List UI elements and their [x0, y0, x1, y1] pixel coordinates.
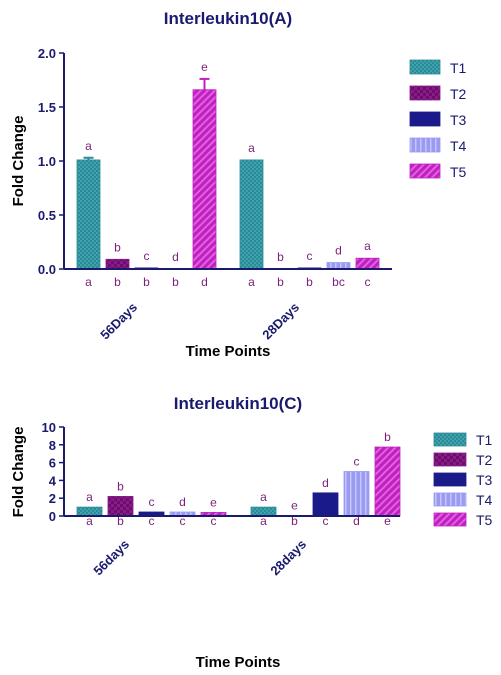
- x-category-label: 28days: [267, 537, 309, 579]
- significance-letter-bottom: c: [323, 514, 329, 528]
- y-tick-label: 1.5: [38, 100, 56, 115]
- significance-letter-bottom: b: [291, 514, 298, 528]
- significance-letter-bottom: c: [149, 514, 155, 528]
- y-tick-label: 2.0: [38, 46, 56, 61]
- y-tick-label: 0.5: [38, 208, 56, 223]
- legend-label-t2: T2: [450, 86, 467, 102]
- significance-letter-bottom: a: [260, 514, 267, 528]
- significance-letter-bottom: d: [353, 514, 360, 528]
- significance-letter-top: c: [144, 249, 150, 263]
- legend-label-t4: T4: [476, 492, 493, 508]
- significance-letter-top: b: [384, 430, 391, 444]
- significance-letter-top: a: [248, 141, 255, 155]
- significance-letter-top: e: [210, 495, 217, 509]
- legend-label-t1: T1: [450, 60, 467, 76]
- significance-letter-top: d: [179, 495, 186, 509]
- legend-swatch-t1: [409, 59, 441, 75]
- chart-interleukin10-a: Interleukin10(A) Fold Change Time Points…: [10, 9, 467, 360]
- significance-letter-bottom: b: [114, 275, 121, 289]
- x-category-label: 56days: [90, 537, 132, 579]
- significance-letter-top: a: [86, 490, 93, 504]
- significance-letter-bottom: b: [306, 275, 313, 289]
- significance-letter-bottom: d: [201, 275, 208, 289]
- bar-t4-28days: [343, 471, 370, 517]
- y-axis-title: Fold Change: [10, 116, 27, 207]
- legend-label-t1: T1: [476, 432, 493, 448]
- significance-letter-bottom: c: [180, 514, 186, 528]
- significance-letter-top: c: [354, 455, 360, 469]
- significance-letter-top: d: [172, 250, 179, 264]
- legend: T1 T2 T3 T4 T5: [409, 59, 467, 180]
- significance-letter-top: b: [277, 250, 284, 264]
- legend-label-t2: T2: [476, 452, 493, 468]
- y-tick-label: 4: [49, 473, 57, 488]
- x-category-label: 56Days: [97, 300, 140, 343]
- bar-t3-28days: [312, 492, 339, 517]
- significance-letter-top: a: [260, 490, 267, 504]
- bar-t1-56days: [76, 159, 101, 270]
- bar-t1-28days: [239, 159, 264, 270]
- significance-letter-bottom: a: [85, 275, 92, 289]
- y-axis-title: Fold Change: [10, 427, 27, 518]
- legend-swatch-t2: [433, 452, 467, 467]
- legend-label-t3: T3: [450, 112, 467, 128]
- legend-swatch-t5: [433, 512, 467, 527]
- y-tick-label: 1.0: [38, 154, 56, 169]
- bar-t5-28days: [355, 257, 380, 270]
- significance-letter-top: b: [114, 240, 121, 254]
- y-tick-label: 0: [49, 509, 56, 524]
- legend-label-t5: T5: [476, 512, 493, 528]
- plot-area: 0.00.51.01.52.0aabbcbdbed56Daysaabbcbdbc…: [38, 46, 392, 342]
- y-tick-label: 10: [42, 420, 56, 435]
- significance-letter-top: c: [307, 249, 313, 263]
- legend-swatch-t3: [409, 111, 441, 127]
- significance-letter-bottom: b: [143, 275, 150, 289]
- significance-letter-top: b: [117, 479, 124, 493]
- significance-letter-top: d: [322, 476, 329, 490]
- significance-letter-top: e: [291, 499, 298, 513]
- chart-interleukin10-c: Interleukin10(C) Fold Change Time Points…: [10, 394, 493, 671]
- legend-swatch-t1: [433, 432, 467, 447]
- significance-letter-bottom: c: [365, 275, 371, 289]
- significance-letter-bottom: a: [248, 275, 255, 289]
- significance-letter-top: c: [149, 495, 155, 509]
- x-axis-title: Time Points: [196, 654, 281, 671]
- y-tick-label: 6: [49, 456, 56, 471]
- legend-swatch-t4: [433, 492, 467, 507]
- significance-letter-bottom: e: [384, 514, 391, 528]
- legend-label-t5: T5: [450, 164, 467, 180]
- significance-letter-top: a: [85, 139, 92, 153]
- significance-letter-top: a: [364, 239, 371, 253]
- legend-swatch-t5: [409, 163, 441, 179]
- legend-swatch-t4: [409, 137, 441, 153]
- significance-letter-bottom: b: [172, 275, 179, 289]
- significance-letter-bottom: b: [117, 514, 124, 528]
- legend-label-t4: T4: [450, 138, 467, 154]
- bar-t2-56days: [105, 258, 130, 270]
- bar-t5-28days: [374, 446, 401, 517]
- significance-letter-bottom: c: [211, 514, 217, 528]
- chart-title: Interleukin10(A): [164, 9, 292, 28]
- significance-letter-top: d: [335, 244, 342, 258]
- legend-swatch-t3: [433, 472, 467, 487]
- legend-swatch-t2: [409, 85, 441, 101]
- y-tick-label: 2: [49, 491, 56, 506]
- significance-letter-bottom: b: [277, 275, 284, 289]
- chart-title: Interleukin10(C): [174, 394, 302, 413]
- legend-label-t3: T3: [476, 472, 493, 488]
- legend: T1 T2 T3 T4 T5: [433, 432, 493, 528]
- significance-letter-top: e: [201, 60, 208, 74]
- x-axis-title: Time Points: [186, 343, 271, 360]
- significance-letter-bottom: a: [86, 514, 93, 528]
- y-tick-label: 8: [49, 438, 56, 453]
- significance-letter-bottom: bc: [332, 275, 345, 289]
- x-category-label: 28Days: [259, 300, 302, 343]
- y-tick-label: 0.0: [38, 262, 56, 277]
- bar-t5-56days: [192, 89, 217, 270]
